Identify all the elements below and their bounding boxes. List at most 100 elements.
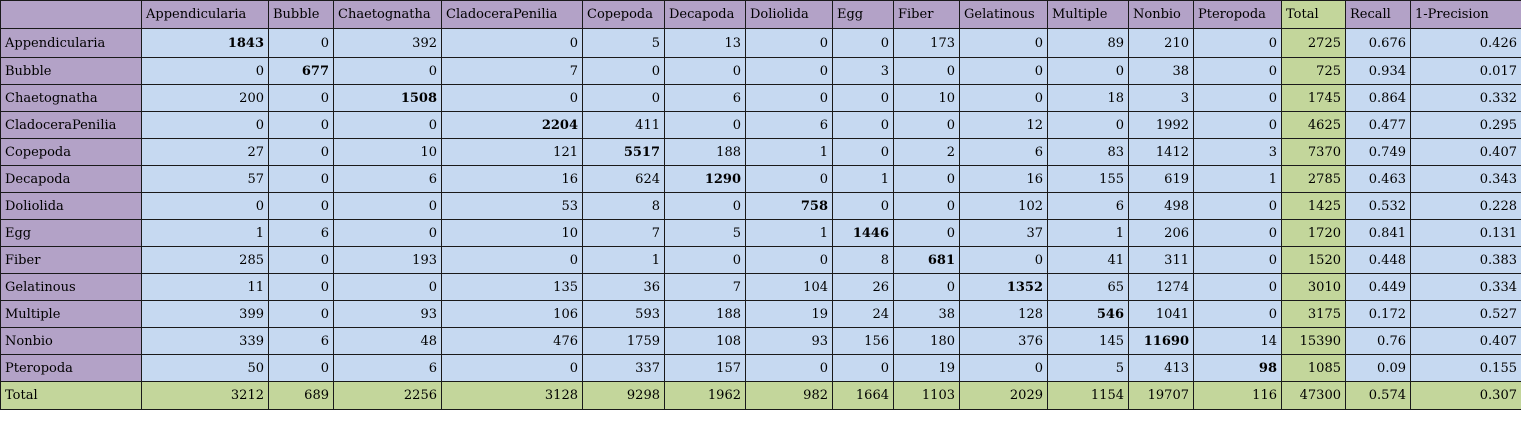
- matrix-cell[interactable]: 16: [959, 165, 1048, 193]
- matrix-cell[interactable]: 41: [1047, 246, 1129, 274]
- recall-cell[interactable]: 0.841: [1345, 219, 1411, 247]
- matrix-cell[interactable]: 0: [268, 273, 334, 301]
- matrix-cell[interactable]: 180: [893, 327, 960, 355]
- one-minus-precision-cell[interactable]: 0.332: [1410, 84, 1521, 112]
- one-minus-precision-cell[interactable]: 0.131: [1410, 219, 1521, 247]
- matrix-cell[interactable]: 1274: [1128, 273, 1194, 301]
- matrix-cell[interactable]: 157: [664, 354, 746, 382]
- column-total-cell[interactable]: 19707: [1128, 381, 1194, 410]
- matrix-cell[interactable]: 1: [141, 219, 269, 247]
- diagonal-cell[interactable]: 546: [1047, 300, 1129, 328]
- matrix-cell[interactable]: 0: [1193, 300, 1282, 328]
- recall-cell[interactable]: 0.934: [1345, 57, 1411, 85]
- grand-total-cell[interactable]: 47300: [1281, 381, 1346, 410]
- matrix-cell[interactable]: 27: [141, 138, 269, 166]
- matrix-cell[interactable]: 0: [832, 111, 894, 139]
- row-total-cell[interactable]: 4625: [1281, 111, 1346, 139]
- matrix-cell[interactable]: 6: [333, 165, 442, 193]
- recall-cell[interactable]: 0.749: [1345, 138, 1411, 166]
- one-minus-precision-cell[interactable]: 0.527: [1410, 300, 1521, 328]
- matrix-cell[interactable]: 0: [441, 28, 583, 58]
- row-total-cell[interactable]: 1520: [1281, 246, 1346, 274]
- matrix-cell[interactable]: 1: [745, 138, 833, 166]
- matrix-cell[interactable]: 0: [959, 354, 1048, 382]
- column-header-decapoda[interactable]: Decapoda: [664, 0, 746, 29]
- column-header-recall[interactable]: Recall: [1345, 0, 1411, 29]
- column-total-cell[interactable]: 1103: [893, 381, 960, 410]
- recall-cell[interactable]: 0.448: [1345, 246, 1411, 274]
- matrix-cell[interactable]: 10: [333, 138, 442, 166]
- matrix-cell[interactable]: 0: [664, 111, 746, 139]
- matrix-cell[interactable]: 0: [832, 192, 894, 220]
- recall-cell[interactable]: 0.09: [1345, 354, 1411, 382]
- matrix-cell[interactable]: 121: [441, 138, 583, 166]
- matrix-cell[interactable]: 285: [141, 246, 269, 274]
- matrix-cell[interactable]: 93: [745, 327, 833, 355]
- matrix-cell[interactable]: 0: [959, 84, 1048, 112]
- matrix-cell[interactable]: 0: [832, 84, 894, 112]
- matrix-cell[interactable]: 0: [582, 57, 665, 85]
- matrix-cell[interactable]: 0: [268, 246, 334, 274]
- matrix-cell[interactable]: 0: [1193, 192, 1282, 220]
- matrix-cell[interactable]: 3: [1193, 138, 1282, 166]
- matrix-cell[interactable]: 0: [664, 57, 746, 85]
- matrix-cell[interactable]: 0: [1193, 111, 1282, 139]
- column-header-egg[interactable]: Egg: [832, 0, 894, 29]
- one-minus-precision-cell[interactable]: 0.155: [1410, 354, 1521, 382]
- matrix-cell[interactable]: 0: [893, 57, 960, 85]
- matrix-cell[interactable]: 10: [893, 84, 960, 112]
- matrix-cell[interactable]: 7: [441, 57, 583, 85]
- recall-cell[interactable]: 0.172: [1345, 300, 1411, 328]
- matrix-cell[interactable]: 0: [441, 246, 583, 274]
- matrix-cell[interactable]: 0: [141, 111, 269, 139]
- matrix-cell[interactable]: 0: [1193, 273, 1282, 301]
- matrix-cell[interactable]: 0: [745, 246, 833, 274]
- row-label[interactable]: Gelatinous: [0, 273, 142, 301]
- matrix-cell[interactable]: 5: [582, 28, 665, 58]
- column-total-cell[interactable]: 2256: [333, 381, 442, 410]
- row-label[interactable]: Decapoda: [0, 165, 142, 193]
- column-total-cell[interactable]: 689: [268, 381, 334, 410]
- row-label[interactable]: Nonbio: [0, 327, 142, 355]
- matrix-cell[interactable]: 128: [959, 300, 1048, 328]
- matrix-cell[interactable]: 13: [664, 28, 746, 58]
- matrix-cell[interactable]: 624: [582, 165, 665, 193]
- matrix-cell[interactable]: 6: [1047, 192, 1129, 220]
- matrix-cell[interactable]: 1041: [1128, 300, 1194, 328]
- recall-cell[interactable]: 0.76: [1345, 327, 1411, 355]
- matrix-cell[interactable]: 0: [141, 192, 269, 220]
- recall-cell[interactable]: 0.463: [1345, 165, 1411, 193]
- matrix-cell[interactable]: 12: [959, 111, 1048, 139]
- diagonal-cell[interactable]: 681: [893, 246, 960, 274]
- matrix-cell[interactable]: 0: [832, 354, 894, 382]
- matrix-cell[interactable]: 0: [893, 273, 960, 301]
- matrix-cell[interactable]: 188: [664, 138, 746, 166]
- matrix-cell[interactable]: 498: [1128, 192, 1194, 220]
- one-minus-precision-cell[interactable]: 0.407: [1410, 327, 1521, 355]
- row-total-cell[interactable]: 725: [1281, 57, 1346, 85]
- diagonal-cell[interactable]: 1843: [141, 28, 269, 58]
- matrix-cell[interactable]: 0: [1047, 57, 1129, 85]
- recall-cell[interactable]: 0.864: [1345, 84, 1411, 112]
- column-header-multiple[interactable]: Multiple: [1047, 0, 1129, 29]
- matrix-cell[interactable]: 0: [959, 28, 1048, 58]
- column-total-cell[interactable]: 116: [1193, 381, 1282, 410]
- matrix-cell[interactable]: 19: [893, 354, 960, 382]
- matrix-cell[interactable]: 0: [1193, 57, 1282, 85]
- matrix-cell[interactable]: 93: [333, 300, 442, 328]
- one-minus-precision-cell[interactable]: 0.295: [1410, 111, 1521, 139]
- matrix-cell[interactable]: 6: [268, 327, 334, 355]
- row-label[interactable]: Fiber: [0, 246, 142, 274]
- matrix-cell[interactable]: 50: [141, 354, 269, 382]
- matrix-cell[interactable]: 311: [1128, 246, 1194, 274]
- column-header-nonbio[interactable]: Nonbio: [1128, 0, 1194, 29]
- matrix-cell[interactable]: 53: [441, 192, 583, 220]
- one-minus-precision-cell[interactable]: 0.343: [1410, 165, 1521, 193]
- matrix-cell[interactable]: 6: [959, 138, 1048, 166]
- matrix-cell[interactable]: 0: [959, 246, 1048, 274]
- matrix-cell[interactable]: 135: [441, 273, 583, 301]
- matrix-cell[interactable]: 145: [1047, 327, 1129, 355]
- matrix-cell[interactable]: 0: [745, 165, 833, 193]
- matrix-cell[interactable]: 0: [1193, 84, 1282, 112]
- row-total-cell[interactable]: 3010: [1281, 273, 1346, 301]
